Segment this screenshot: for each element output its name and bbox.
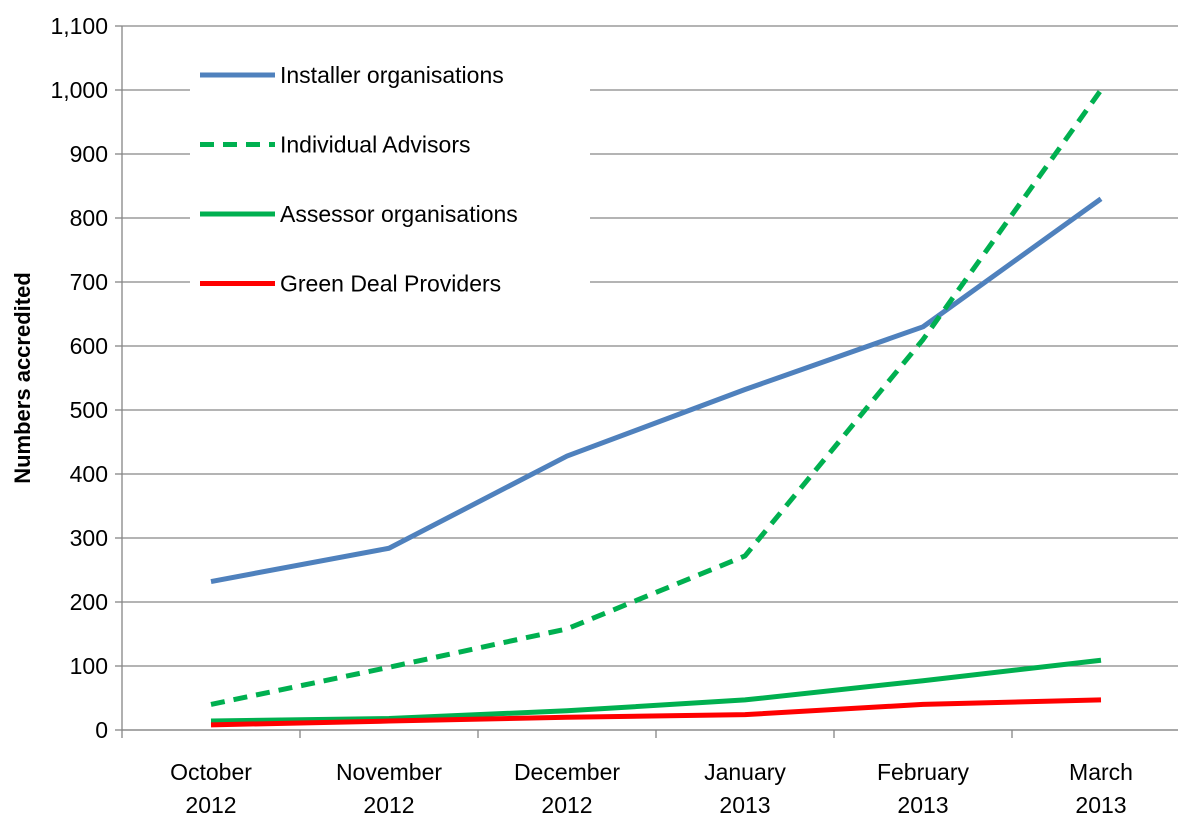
y-tick-label: 300 — [70, 525, 108, 551]
legend-label: Green Deal Providers — [280, 271, 501, 297]
y-tick-label: 500 — [70, 397, 108, 423]
y-tick-label: 0 — [95, 717, 108, 743]
legend-label: Installer organisations — [280, 62, 504, 88]
y-tick-label: 100 — [70, 653, 108, 679]
series-line — [210, 88, 1104, 707]
y-tick-label: 600 — [70, 333, 108, 359]
x-tick-label: November 2012 — [336, 759, 442, 818]
x-tick-label: October 2012 — [170, 759, 252, 818]
series-line — [210, 196, 1103, 584]
legend-label: Assessor organisations — [280, 201, 518, 227]
y-tick-label: 1,000 — [50, 77, 108, 103]
x-tick-label: January 2013 — [704, 759, 786, 818]
legend-box — [190, 48, 590, 306]
x-tick-label: February 2013 — [877, 759, 970, 818]
y-axis-title: Numbers accredited — [10, 272, 35, 484]
y-tick-label: 900 — [70, 141, 108, 167]
x-tick-label: December 2012 — [514, 759, 620, 818]
y-tick-label: 1,100 — [50, 13, 108, 39]
x-tick-label: March 2013 — [1069, 759, 1133, 818]
series-line — [210, 657, 1102, 724]
legend-label: Individual Advisors — [280, 132, 471, 158]
y-tick-label: 700 — [70, 269, 108, 295]
y-tick-label: 200 — [70, 589, 108, 615]
y-tick-label: 800 — [70, 205, 108, 231]
series-line — [210, 697, 1102, 728]
y-tick-label: 400 — [70, 461, 108, 487]
